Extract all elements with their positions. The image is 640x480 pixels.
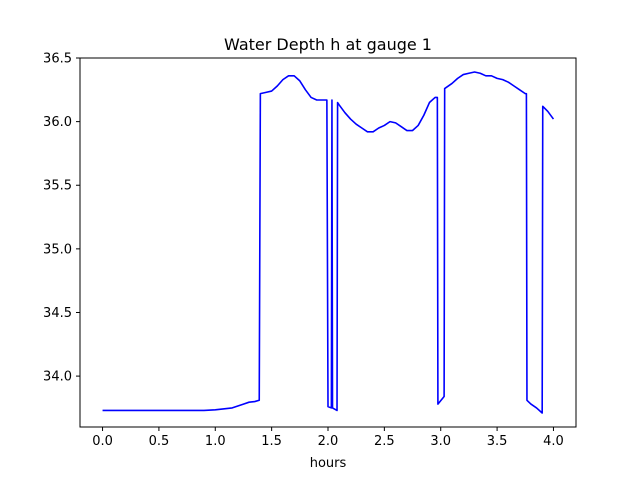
x-tick-label: 0.0 [92,434,113,449]
x-tick-label: 2.5 [374,434,395,449]
x-tick-label: 4.0 [543,434,564,449]
x-tick-label: 2.0 [318,434,339,449]
x-tick-label: 3.0 [430,434,451,449]
y-tick-label: 36.5 [43,52,72,67]
y-tick-label: 34.0 [43,370,72,385]
series-line-0 [102,71,555,414]
y-tick-label: 35.0 [43,242,72,257]
x-axis-label: hours [310,456,347,471]
y-tick-label: 34.5 [43,306,72,321]
x-tick-label: 1.0 [205,434,226,449]
y-tick-label: 36.0 [43,115,72,130]
x-axis: 0.0 0.5 1.0 1.5 2.0 2.5 3.0 3.5 4.0 [92,427,564,449]
x-tick-label: 0.5 [149,434,170,449]
y-axis: 34.0 34.5 35.0 35.5 36.0 36.5 [43,52,80,385]
chart-title: Water Depth h at gauge 1 [224,35,432,54]
y-tick-label: 35.5 [43,179,72,194]
x-tick-label: 1.5 [261,434,282,449]
x-tick-label: 3.5 [487,434,508,449]
